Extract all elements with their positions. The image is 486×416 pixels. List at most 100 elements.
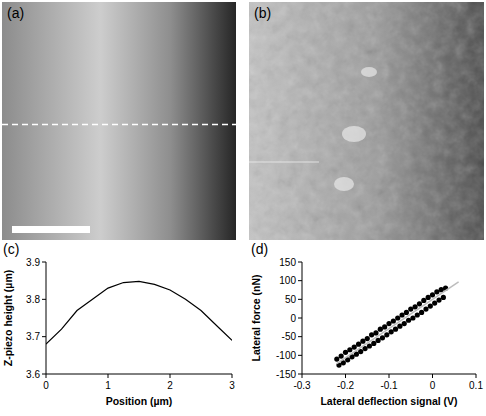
scatter-point [413,304,418,309]
scatter-point [339,353,344,358]
y-tick-label: 0 [290,313,296,324]
scatter-point [432,300,437,305]
x-tick [46,374,47,378]
scatter-point [393,327,398,332]
feature [334,177,354,191]
x-tick [432,374,433,378]
scan-streak [249,162,319,163]
scatter-point [360,339,365,344]
scatter-point [397,324,402,329]
chart: (d) -0.3 -0.2 -0.1 0 0.1 -150 -100 -50 0 50 100 150 L… [250,241,483,407]
scatter-point [334,356,339,361]
x-tick [345,374,346,378]
x-axis-title: Position (µm) [106,395,173,407]
scatter-point [347,347,352,352]
x-tick-label: 0 [43,380,49,391]
x-tick-label: 0 [430,380,436,391]
scatter-point [419,310,424,315]
scatter-point [441,295,446,300]
feature [342,126,366,142]
scatter-point [391,318,396,323]
scatter-point [386,321,391,326]
scatter-point [426,295,431,300]
data-line [46,281,232,344]
scatter-point [404,310,409,315]
scatter-point [376,338,381,343]
y-tick [42,262,46,263]
scatter-point [373,330,378,335]
profile-line [2,124,236,126]
y-tick-label: 3.7 [26,331,40,342]
x-tick [476,374,477,378]
figure: (a) (b) (c) 0 1 2 3 3.6 3.7 3.8 3.9 Position (µm) Z-… [0,0,486,416]
scatter-point [384,332,389,337]
x-tick-label: 3 [229,380,235,391]
y-tick [42,374,46,375]
y-tick-label: 150 [279,257,296,268]
scatter-point [428,303,433,308]
y-tick [298,299,302,300]
y-tick-label: 3.8 [26,294,40,305]
y-tick [298,318,302,319]
scatter-point [430,292,435,297]
fit-line [337,282,459,364]
plot-area [46,281,232,344]
scatter-point [358,349,363,354]
scatter-point [410,315,415,320]
y-tick-label: 50 [285,294,297,305]
x-tick-label: -0.2 [337,380,355,391]
y-axis-title: Lateral force (nN) [250,275,262,362]
lateral-force-image [249,2,484,240]
x-tick-label: 0.1 [469,380,483,391]
scatter-point [415,312,420,317]
chart: (c) 0 1 2 3 3.6 3.7 3.8 3.9 Position (µm) Z-piezo … [2,241,235,407]
x-tick-label: 2 [167,380,173,391]
y-tick-label: 100 [279,275,296,286]
scatter-point [352,345,357,350]
panel-label: (b) [254,5,271,21]
y-tick-label: -50 [282,331,297,342]
scatter-point [423,306,428,311]
feature [361,67,377,77]
x-tick [108,374,109,378]
y-tick-label: 3.6 [26,369,40,380]
scatter-point [417,301,422,306]
scatter-point [421,298,426,303]
y-axis-title: Z-piezo height (µm) [2,270,14,366]
scatter-point [365,336,370,341]
image-texture [249,2,484,240]
x-tick [302,374,303,378]
y-tick [298,336,302,337]
panel-label: (a) [7,5,24,21]
scatter-point [395,315,400,320]
y-tick [298,355,302,356]
y-axis [46,262,47,374]
x-tick [389,374,390,378]
scatter-point [399,312,404,317]
y-tick [298,280,302,281]
y-tick [42,299,46,300]
y-tick-label: -100 [276,350,296,361]
scatter-point [367,343,372,348]
scatter-point [382,324,387,329]
scatter-point [402,321,407,326]
x-tick-label: -0.1 [380,380,398,391]
y-tick [298,374,302,375]
x-tick [232,374,233,378]
x-tick-label: -0.3 [293,380,311,391]
x-axis-title: Lateral deflection signal (V) [320,395,457,407]
scale-bar [12,226,90,233]
height-image [2,2,236,240]
panel-label: (d) [251,241,268,257]
y-tick [298,262,302,263]
y-tick-label: -150 [276,369,296,380]
scatter-point [389,329,394,334]
y-tick-label: 3.9 [26,257,40,268]
scatter-point [436,297,441,302]
x-axis [46,374,232,375]
scatter-point [371,341,376,346]
x-tick [170,374,171,378]
x-tick-label: 1 [105,380,111,391]
panel-label: (c) [3,241,19,257]
plot-area [334,282,458,368]
